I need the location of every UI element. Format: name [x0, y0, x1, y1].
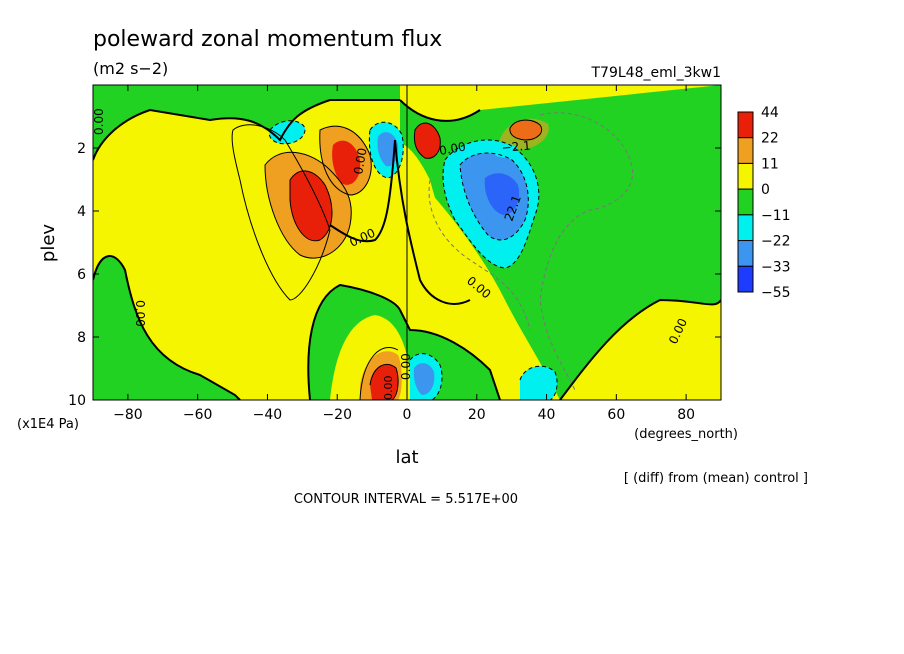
contour-negative — [519, 365, 558, 400]
plot-area: 0.00 0.00 0.00 0.00 0.00 0.00 0.00 0.00 … — [92, 85, 721, 401]
field-orange-north-upper — [500, 118, 549, 150]
contour-solid — [369, 363, 399, 400]
y-axis-units: (x1E4 Pa) — [17, 417, 79, 432]
contour-solid — [359, 347, 399, 400]
contour-label: 0.00 — [351, 147, 369, 176]
contour-negative — [268, 120, 306, 145]
field-cyan-north-upper — [495, 144, 518, 158]
y-axis-label: plev — [38, 224, 59, 263]
colorbar-swatch — [737, 214, 754, 242]
field-cyan-north-low — [520, 366, 558, 400]
contour-solid — [264, 151, 352, 259]
y-tick-label: 10 — [68, 393, 86, 409]
y-tick-label: 4 — [77, 204, 86, 220]
contour-label: 0.00 — [92, 108, 106, 135]
x-tick-label: −80 — [113, 407, 143, 423]
contour-label: 0.00 — [438, 140, 467, 158]
contour-solid — [231, 124, 331, 301]
field-red-equator-upper — [414, 123, 441, 159]
y-tick-label: 6 — [77, 267, 86, 283]
contour-solid — [289, 170, 333, 242]
experiment-label: T79L48_eml_3kw1 — [591, 65, 722, 81]
colorbar-label: −55 — [761, 285, 791, 301]
contour-solid — [413, 122, 441, 159]
y-tick-label: 8 — [77, 330, 86, 346]
comparison-note: [ (diff) from (mean) control ] — [624, 471, 808, 486]
contour-negative — [459, 152, 529, 241]
x-tick-label: 60 — [607, 407, 625, 423]
colorbar-label: 22 — [761, 131, 779, 147]
contour-zero — [307, 283, 501, 400]
contour-solid — [509, 119, 543, 141]
contour-label: −2.1 — [501, 139, 531, 155]
x-axis-units: (degrees_north) — [634, 427, 738, 442]
x-tick-label: 0 — [403, 407, 412, 423]
chart-units: (m2 s−2) — [93, 59, 168, 78]
contour-zero — [93, 99, 400, 161]
contour-interval: CONTOUR INTERVAL = 5.517E+00 — [294, 492, 518, 507]
contour-negative — [409, 353, 443, 400]
field-blue-equator-low — [413, 363, 435, 395]
y-axis: 2 4 6 8 10 — [68, 141, 721, 409]
field-green-south-upper — [93, 85, 400, 160]
colorbar-swatch — [737, 188, 754, 216]
field-red-south-mid — [290, 170, 332, 241]
contour-negative — [428, 179, 531, 331]
colorbar-label: 0 — [761, 182, 770, 198]
contour-zero — [93, 255, 241, 400]
x-axis-label: lat — [395, 447, 418, 468]
contour-label: 0.00 — [399, 353, 413, 380]
contour-zero — [329, 139, 396, 243]
field-yellow-north-low — [560, 300, 721, 400]
y-tick-label: 2 — [77, 141, 86, 157]
x-tick-label: 40 — [538, 407, 556, 423]
colorbar-swatch — [737, 265, 754, 293]
contour-zero — [559, 298, 721, 400]
field-red-equator-low — [370, 364, 399, 400]
contour-lines — [93, 99, 721, 400]
colorbar-label: −33 — [761, 259, 791, 275]
contour-zero — [399, 99, 481, 122]
colorbar-label: −11 — [761, 208, 791, 224]
colorbar-swatch — [737, 137, 754, 164]
colorbar-swatch — [737, 240, 754, 267]
colorbar-label: 44 — [761, 105, 779, 121]
x-tick-label: 20 — [468, 407, 486, 423]
contour-negative — [539, 112, 634, 391]
x-tick-label: −20 — [322, 407, 352, 423]
contour-negative — [442, 139, 540, 269]
colorbar-swatch — [737, 111, 754, 139]
colorbar: 44 22 11 0 −11 −22 −33 −55 — [737, 105, 791, 301]
colorbar-label: −22 — [761, 234, 791, 250]
x-tick-label: 80 — [677, 407, 695, 423]
contour-dashed — [268, 112, 634, 400]
colorbar-swatch — [737, 162, 754, 190]
x-tick-label: −40 — [253, 407, 283, 423]
colorbar-label: 11 — [761, 156, 779, 172]
contour-solid — [319, 125, 372, 196]
x-axis: −80 −60 −40 −20 0 20 40 60 80 — [113, 85, 695, 423]
chart-title: poleward zonal momentum flux — [93, 27, 442, 52]
x-tick-label: −60 — [183, 407, 213, 423]
field-yellow-equator-wedge — [395, 140, 470, 304]
contour-label: 0.00 — [133, 300, 147, 327]
field-darkblue-north-mid — [484, 173, 520, 215]
contour-zero — [394, 139, 471, 305]
contour-label: 0.00 — [382, 376, 395, 401]
field-red-south-upper — [332, 140, 361, 185]
